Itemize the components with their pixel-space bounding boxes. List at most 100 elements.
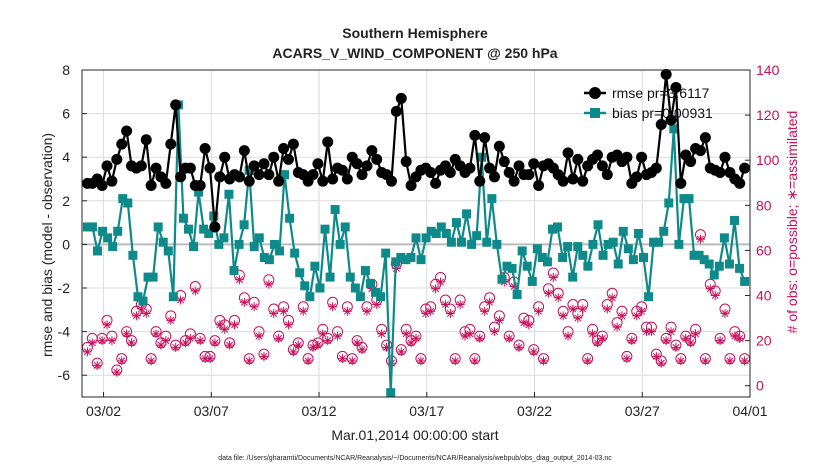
assimilated-obs-point — [489, 327, 499, 337]
assimilated-obs-point — [107, 336, 117, 346]
assimilated-obs-point — [436, 277, 446, 287]
x-tick-label: 03/02 — [86, 403, 121, 419]
assimilated-obs-point — [274, 333, 284, 343]
bias-point — [639, 252, 649, 262]
assimilated-obs-point — [632, 311, 642, 321]
assimilated-obs-point — [646, 327, 656, 337]
x-axis: 03/02 03/07 03/12 03/17 03/22 03/27 04/01 — [86, 392, 768, 419]
assimilated-obs-point — [661, 336, 671, 346]
assimilated-obs-point — [607, 293, 617, 303]
bias-point — [563, 242, 573, 252]
assimilated-obs-point — [725, 356, 735, 366]
assimilated-obs-point — [112, 367, 122, 377]
bias-point — [436, 222, 446, 232]
bias-point — [431, 229, 441, 238]
rmse-point — [238, 145, 250, 157]
assimilated-obs-point — [440, 300, 450, 310]
bias-point — [709, 270, 719, 280]
assimilated-obs-point — [234, 275, 244, 285]
assimilated-obs-point — [318, 329, 328, 339]
bias-point — [391, 257, 401, 267]
assimilated-obs-point — [705, 284, 715, 294]
rmse-point — [356, 169, 368, 181]
chart-subtitle: ACARS_V_WIND_COMPONENT @ 250 hPa — [272, 45, 557, 61]
bias-point — [669, 124, 679, 134]
right-y-tick-label: 80 — [756, 197, 772, 213]
assimilated-obs-point — [504, 333, 514, 343]
bias-point — [644, 292, 654, 302]
rmse-point — [160, 177, 172, 189]
rmse-point — [145, 180, 157, 192]
bias-point — [183, 224, 193, 234]
rmse-point — [395, 92, 407, 104]
right-y-axis: 0 20 40 60 80 100 120 140 — [745, 62, 780, 394]
bias-point — [416, 255, 426, 265]
bias-point — [178, 213, 188, 223]
rmse-point — [111, 153, 123, 165]
bias-point — [224, 189, 234, 199]
assimilated-obs-point — [666, 327, 676, 337]
bias-point — [295, 268, 305, 278]
bias-point — [740, 276, 750, 286]
bias-point — [128, 250, 138, 260]
bias-point — [345, 272, 355, 282]
bias-point — [487, 194, 497, 204]
assimilated-obs-point — [637, 306, 647, 316]
rmse-point — [184, 162, 196, 174]
footnote: data file: /Users/gharamti/Documents/NCA… — [218, 455, 612, 462]
y-tick-label: 2 — [62, 193, 70, 209]
bias-point — [689, 250, 699, 260]
rmse-point — [170, 99, 182, 111]
assimilated-obs-point — [710, 291, 720, 301]
bias-point — [340, 222, 350, 232]
bias-point — [244, 165, 254, 175]
bias-point — [649, 237, 659, 247]
bias-point — [628, 255, 638, 265]
rmse-point — [621, 151, 633, 163]
bias-series — [82, 100, 750, 398]
bias-point — [542, 257, 552, 267]
assimilated-obs-point — [627, 336, 637, 346]
bias-point — [133, 292, 143, 302]
rmse-point — [307, 169, 319, 181]
bias-point — [699, 255, 709, 265]
rmse-point — [175, 171, 187, 183]
assimilated-obs-point — [445, 309, 455, 319]
assimilated-obs-point — [548, 272, 558, 282]
assimilated-obs-point — [87, 338, 97, 348]
assimilated-obs-point — [82, 347, 92, 357]
bias-line — [87, 104, 746, 393]
assimilated-obs-point — [151, 329, 161, 339]
assimilated-obs-point — [244, 356, 254, 366]
bias-point — [254, 233, 264, 243]
bias-point — [290, 248, 300, 258]
right-y-tick-label: 140 — [756, 62, 780, 78]
assimilated-obs-point — [264, 279, 274, 289]
rmse-point — [278, 142, 290, 154]
bias-point — [371, 287, 381, 297]
rmse-point — [685, 156, 697, 168]
assimilated-obs-point — [254, 331, 264, 341]
bias-point — [234, 239, 244, 249]
bias-point — [381, 248, 391, 258]
bias-point — [98, 226, 108, 236]
bias-point — [578, 250, 588, 260]
assimilated-obs-point — [333, 331, 343, 341]
assimilated-obs-point — [715, 336, 725, 346]
y-tick-label: -4 — [58, 324, 71, 340]
assimilated-obs-point — [293, 340, 303, 350]
rmse-point — [371, 153, 383, 165]
bias-point — [310, 261, 320, 271]
bias-point — [623, 244, 633, 254]
bias-point — [274, 246, 284, 256]
assimilated-obs-point — [651, 351, 661, 361]
bias-point — [320, 224, 330, 234]
y-axis-label: rmse and bias (model - observation) — [39, 133, 55, 357]
bias-point — [325, 272, 335, 282]
rmse-point — [400, 156, 412, 168]
assimilated-obs-series — [82, 234, 750, 377]
bias-point — [315, 283, 325, 293]
bias-point — [512, 290, 522, 300]
x-tick-label: 03/17 — [409, 403, 444, 419]
rmse-point — [204, 162, 216, 174]
